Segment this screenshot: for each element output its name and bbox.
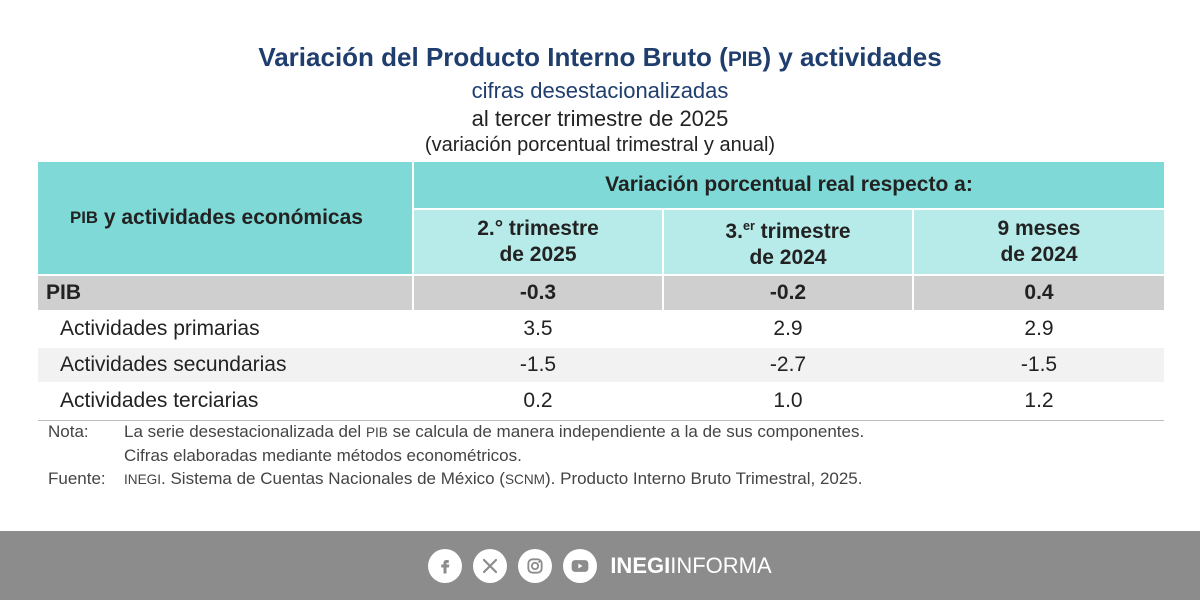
main-title-part2: ) y actividades bbox=[762, 42, 942, 72]
column-header-line: 9 meses bbox=[997, 217, 1081, 240]
column-header-line: de 2025 bbox=[499, 243, 577, 266]
table-row-primary: Actividades primarias 3.5 2.9 2.9 bbox=[38, 312, 1164, 346]
instagram-icon[interactable] bbox=[518, 548, 553, 583]
cell-value: -2.7 bbox=[769, 353, 807, 376]
header-activities: PIB y actividades económicas bbox=[38, 162, 412, 274]
table-row-pib: PIB -0.3 -0.2 0.4 bbox=[38, 276, 1164, 310]
cell-value: -1.5 bbox=[519, 353, 557, 376]
header-variation: Variación porcentual real respecto a: bbox=[414, 162, 1164, 208]
source-inegi: INEGI bbox=[124, 472, 162, 487]
row-label: PIB bbox=[46, 281, 82, 304]
cell-value: -0.2 bbox=[769, 281, 807, 304]
source-text-part: . Sistema de Cuentas Nacionales de Méxic… bbox=[161, 469, 505, 488]
subtitle-period: al tercer trimestre de 2025 bbox=[471, 106, 729, 131]
column-header-q2-2025: 2.° trimestre de 2025 bbox=[414, 210, 662, 274]
title-block: Variación del Producto Interno Bruto (PI… bbox=[0, 40, 1200, 157]
subtitle-units: (variación porcentual trimestral y anual… bbox=[424, 134, 776, 156]
header-activities-text: y actividades económicas bbox=[97, 206, 363, 229]
note-text-2: Cifras elaboradas mediante métodos econo… bbox=[124, 446, 522, 465]
x-icon[interactable] bbox=[473, 548, 508, 583]
source-row: Fuente: INEGI. Sistema de Cuentas Nacion… bbox=[48, 467, 1084, 491]
cell-value: 0.4 bbox=[1024, 281, 1054, 304]
cell-value: 3.5 bbox=[523, 317, 553, 340]
inegi-informa-logo[interactable]: INEGIINFORMA bbox=[610, 553, 771, 579]
table-row-tertiary: Actividades terciarias 0.2 1.0 1.2 bbox=[38, 384, 1164, 418]
cell-value: 2.9 bbox=[1024, 317, 1054, 340]
subtitle-seasonal: cifras desestacionalizadas bbox=[471, 78, 729, 103]
cell-value: 2.9 bbox=[773, 317, 803, 340]
table-bottom-rule bbox=[38, 420, 1164, 421]
row-label: Actividades secundarias bbox=[60, 353, 287, 376]
main-title-part1: Variación del Producto Interno Bruto ( bbox=[258, 42, 728, 72]
gdp-table: PIB y actividades económicas Variación p… bbox=[38, 162, 1164, 421]
footer-bar: INEGIINFORMA bbox=[0, 531, 1200, 600]
note-label: Nota: bbox=[48, 422, 89, 441]
header-pib: PIB bbox=[70, 208, 98, 227]
note-text-pib: PIB bbox=[365, 425, 388, 440]
note-spacer bbox=[48, 444, 124, 467]
column-header-line: 3. bbox=[725, 220, 743, 243]
column-divider bbox=[912, 276, 914, 310]
column-header-line: de 2024 bbox=[1000, 243, 1078, 266]
cell-value: 0.2 bbox=[523, 389, 553, 412]
facebook-icon[interactable] bbox=[428, 548, 463, 583]
cell-value: -1.5 bbox=[1020, 353, 1058, 376]
source-scnm: SCNM bbox=[504, 472, 545, 487]
column-header-line: 2.° trimestre bbox=[477, 217, 599, 240]
youtube-icon[interactable] bbox=[563, 548, 598, 583]
note-row-2: Cifras elaboradas mediante métodos econo… bbox=[48, 444, 1084, 467]
column-header-q3-2024: 3.er trimestre de 2024 bbox=[664, 210, 912, 274]
cell-value: 1.2 bbox=[1024, 389, 1054, 412]
column-header-9-months-2024: 9 meses de 2024 bbox=[914, 210, 1164, 274]
column-divider bbox=[412, 276, 414, 310]
row-label: Actividades terciarias bbox=[60, 389, 259, 412]
note-text-part: La serie desestacionalizada del bbox=[124, 422, 366, 441]
note-row: Nota: La serie desestacionalizada del PI… bbox=[48, 420, 1084, 444]
cell-value: 1.0 bbox=[773, 389, 803, 412]
source-label: Fuente: bbox=[48, 469, 106, 488]
note-text-part: se calcula de manera independiente a la … bbox=[387, 422, 865, 441]
table-row-secondary: Actividades secundarias -1.5 -2.7 -1.5 bbox=[38, 348, 1164, 382]
table-header: PIB y actividades económicas Variación p… bbox=[38, 162, 1164, 274]
source-text-part: ). Producto Interno Bruto Trimestral, 20… bbox=[545, 469, 863, 488]
brand-light: INFORMA bbox=[670, 552, 772, 578]
main-title-pib: PIB bbox=[727, 48, 763, 71]
cell-value: -0.3 bbox=[519, 281, 557, 304]
column-header-sup: er bbox=[742, 219, 755, 233]
row-label: Actividades primarias bbox=[60, 317, 260, 340]
column-header-line: trimestre bbox=[754, 220, 851, 243]
column-header-line: de 2024 bbox=[749, 246, 827, 269]
column-divider bbox=[662, 276, 664, 310]
note-text: La serie desestacionalizada del PIB se c… bbox=[124, 420, 1084, 444]
main-title: Variación del Producto Interno Bruto (PI… bbox=[0, 40, 1200, 77]
brand-bold: INEGI bbox=[610, 552, 671, 578]
source-text: INEGI. Sistema de Cuentas Nacionales de … bbox=[124, 467, 1084, 491]
notes-block: Nota: La serie desestacionalizada del PI… bbox=[48, 420, 1084, 491]
